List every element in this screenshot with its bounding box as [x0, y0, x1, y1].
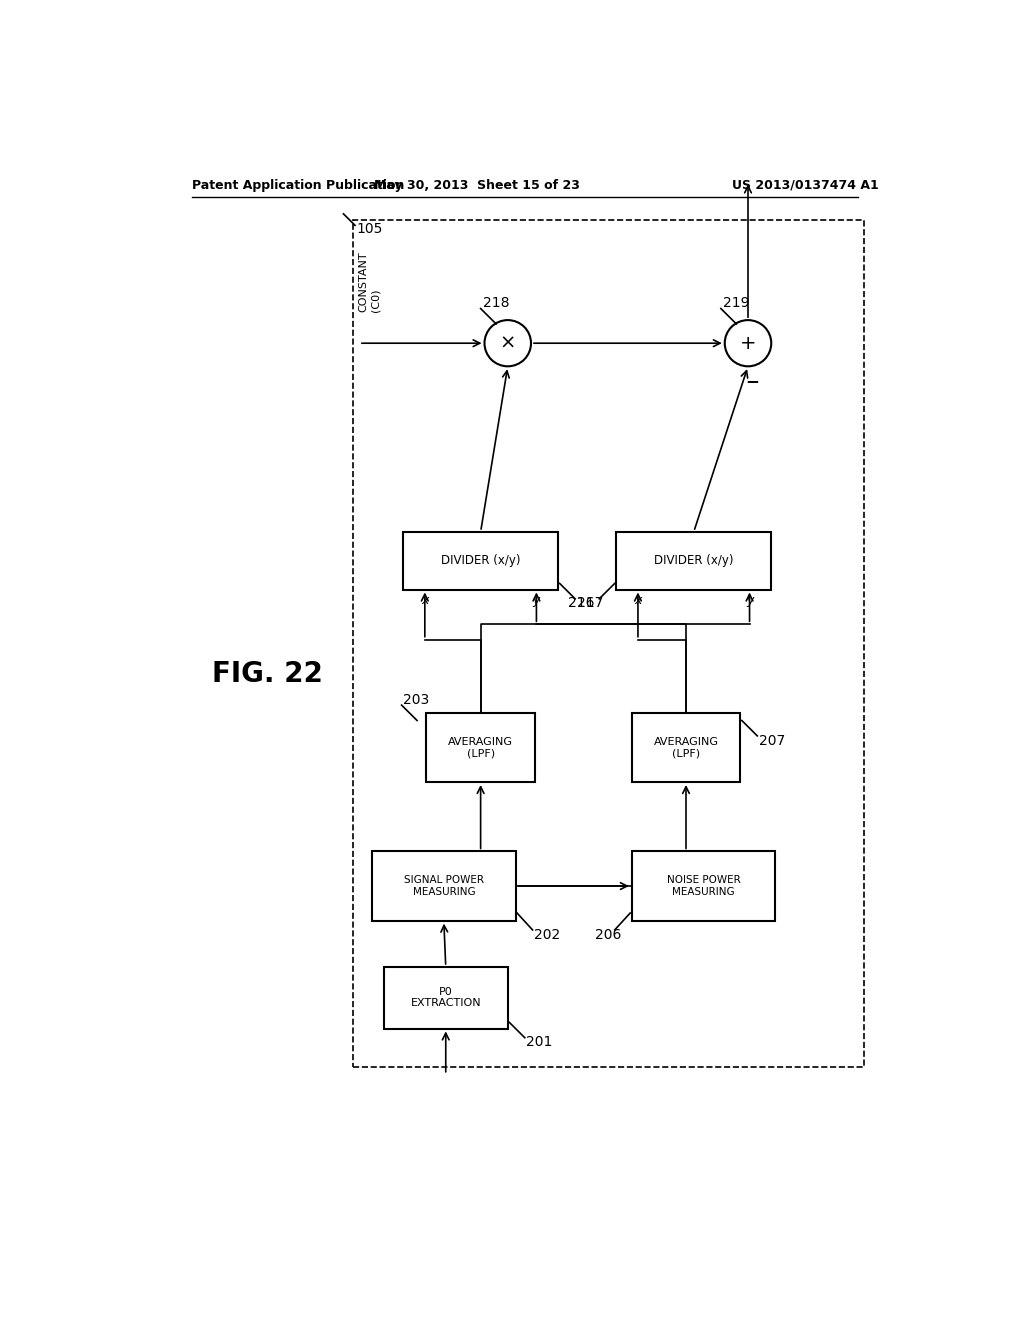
Text: x: x	[634, 594, 642, 607]
Text: 217: 217	[577, 597, 603, 610]
Bar	[384, 966, 508, 1028]
Text: y: y	[532, 594, 540, 607]
Text: 219: 219	[723, 296, 750, 310]
Text: FIG. 22: FIG. 22	[212, 660, 323, 688]
Text: 218: 218	[483, 296, 510, 310]
Text: AVERAGING
(LPF): AVERAGING (LPF)	[653, 737, 719, 758]
Text: AVERAGING
(LPF): AVERAGING (LPF)	[449, 737, 513, 758]
Text: NOISE POWER
MEASURING: NOISE POWER MEASURING	[667, 875, 740, 896]
Text: 206: 206	[595, 928, 621, 941]
Text: May 30, 2013  Sheet 15 of 23: May 30, 2013 Sheet 15 of 23	[374, 178, 580, 191]
Text: 105: 105	[356, 222, 383, 236]
Bar	[616, 532, 771, 590]
Text: DIVIDER (x/y): DIVIDER (x/y)	[441, 554, 520, 568]
Text: x: x	[421, 594, 428, 607]
Bar	[632, 851, 775, 921]
Text: US 2013/0137474 A1: US 2013/0137474 A1	[732, 178, 880, 191]
Bar	[372, 851, 515, 921]
Text: 202: 202	[535, 928, 560, 941]
Text: y: y	[745, 594, 754, 607]
Text: 216: 216	[568, 597, 595, 610]
Bar	[632, 713, 740, 781]
Bar	[426, 713, 535, 781]
Text: +: +	[739, 334, 757, 352]
Text: 201: 201	[526, 1035, 553, 1049]
Text: ×: ×	[500, 334, 516, 352]
Text: 207: 207	[759, 734, 785, 747]
Text: DIVIDER (x/y): DIVIDER (x/y)	[654, 554, 733, 568]
Text: CONSTANT
(C0): CONSTANT (C0)	[358, 251, 381, 312]
Text: P0
EXTRACTION: P0 EXTRACTION	[411, 987, 481, 1008]
Text: −: −	[744, 372, 759, 391]
Text: SIGNAL POWER
MEASURING: SIGNAL POWER MEASURING	[403, 875, 483, 896]
Bar	[403, 532, 558, 590]
Text: 203: 203	[403, 693, 429, 708]
Text: Patent Application Publication: Patent Application Publication	[191, 178, 403, 191]
